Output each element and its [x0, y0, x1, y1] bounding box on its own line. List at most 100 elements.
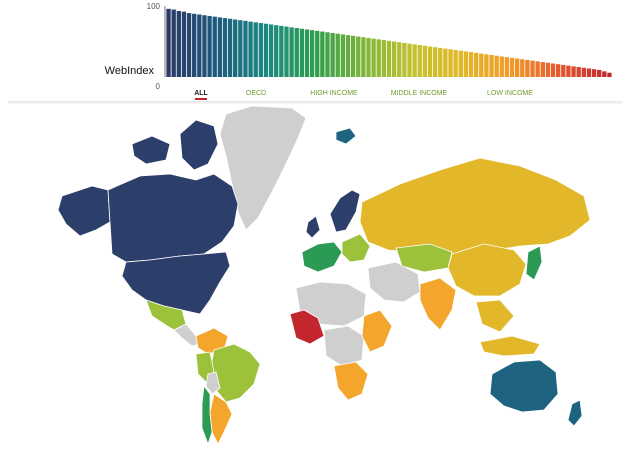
region-canada-islands[interactable]	[179, 119, 219, 171]
bar-19[interactable]	[258, 23, 264, 77]
region-western-europe[interactable]	[301, 241, 343, 273]
region-japan[interactable]	[525, 245, 543, 281]
region-alaska[interactable]	[57, 185, 111, 237]
bar-81[interactable]	[576, 67, 581, 77]
bar-18[interactable]	[253, 22, 258, 77]
bar-69[interactable]	[515, 58, 520, 77]
bar-47[interactable]	[402, 42, 407, 77]
bar-6[interactable]	[192, 13, 197, 77]
bar-9[interactable]	[207, 15, 212, 78]
bar-38[interactable]	[356, 36, 361, 77]
bar-87[interactable]	[607, 72, 612, 77]
region-russia[interactable]	[359, 157, 591, 255]
bar-33[interactable]	[330, 32, 335, 77]
bar-49[interactable]	[412, 44, 417, 77]
region-middle-east[interactable]	[367, 261, 421, 303]
bar-55[interactable]	[443, 48, 448, 77]
bar-27[interactable]	[299, 28, 305, 77]
region-china[interactable]	[447, 243, 527, 297]
filter-tab-middle-income[interactable]: MIDDLE INCOME	[391, 90, 448, 97]
region-iceland[interactable]	[335, 127, 357, 145]
bar-17[interactable]	[248, 21, 253, 77]
region-bolivia[interactable]	[205, 371, 221, 395]
bar-63[interactable]	[484, 54, 489, 77]
bar-59[interactable]	[463, 51, 469, 77]
bar-51[interactable]	[422, 45, 428, 77]
bar-13[interactable]	[227, 18, 233, 78]
bar-37[interactable]	[350, 35, 356, 77]
bar-83[interactable]	[586, 68, 592, 77]
bar-85[interactable]	[597, 69, 602, 77]
bar-4[interactable]	[181, 11, 187, 77]
bar-8[interactable]	[202, 15, 207, 77]
bar-66[interactable]	[499, 56, 504, 77]
bar-70[interactable]	[520, 59, 525, 77]
bar-22[interactable]	[274, 25, 279, 78]
bar-14[interactable]	[233, 19, 238, 78]
filter-tab-high-income[interactable]: HIGH INCOME	[310, 90, 358, 97]
bar-5[interactable]	[186, 13, 192, 78]
bar-1[interactable]	[166, 8, 171, 78]
bar-53[interactable]	[432, 47, 438, 77]
bar-64[interactable]	[489, 54, 494, 77]
bar-26[interactable]	[294, 28, 299, 77]
bar-71[interactable]	[525, 59, 530, 77]
bar-65[interactable]	[494, 55, 499, 77]
bar-25[interactable]	[289, 27, 294, 77]
filter-tab-oecd[interactable]: OECD	[246, 90, 266, 97]
bar-21[interactable]	[268, 24, 274, 77]
filter-tab-low-income[interactable]: LOW INCOME	[487, 90, 533, 97]
region-scandinavia[interactable]	[329, 189, 361, 233]
region-brazil[interactable]	[209, 343, 261, 403]
bar-30[interactable]	[315, 30, 320, 78]
bar-74[interactable]	[540, 62, 545, 77]
bar-60[interactable]	[468, 52, 474, 77]
bar-11[interactable]	[217, 17, 222, 77]
bar-76[interactable]	[550, 63, 556, 77]
bar-7[interactable]	[197, 14, 202, 77]
bar-28[interactable]	[304, 29, 310, 77]
bar-75[interactable]	[545, 62, 551, 77]
region-southern-africa[interactable]	[333, 361, 369, 401]
region-west-africa[interactable]	[289, 309, 325, 345]
bar-12[interactable]	[222, 18, 228, 77]
bar-44[interactable]	[386, 40, 392, 77]
region-central-africa[interactable]	[323, 325, 365, 367]
region-canada[interactable]	[107, 173, 239, 263]
bar-29[interactable]	[309, 30, 315, 77]
bar-35[interactable]	[340, 34, 346, 77]
bar-80[interactable]	[571, 66, 576, 77]
bar-42[interactable]	[376, 39, 381, 77]
bar-39[interactable]	[361, 37, 366, 77]
bar-43[interactable]	[381, 40, 387, 77]
bar-16[interactable]	[243, 20, 248, 77]
bar-82[interactable]	[581, 67, 586, 77]
bar-10[interactable]	[212, 16, 217, 77]
bar-84[interactable]	[591, 69, 597, 77]
region-eastern-europe[interactable]	[341, 233, 371, 263]
region-southeast-asia[interactable]	[475, 299, 515, 333]
bar-73[interactable]	[535, 61, 540, 77]
bar-72[interactable]	[530, 60, 535, 77]
bar-36[interactable]	[345, 35, 351, 77]
bar-2[interactable]	[171, 9, 176, 77]
bar-32[interactable]	[325, 32, 330, 77]
bar-3[interactable]	[176, 10, 181, 77]
bar-41[interactable]	[371, 38, 376, 77]
bar-56[interactable]	[448, 49, 453, 77]
bar-50[interactable]	[417, 45, 422, 77]
bar-57[interactable]	[453, 50, 458, 77]
filter-tab-all[interactable]: ALL	[194, 90, 208, 97]
bar-45[interactable]	[391, 41, 397, 78]
bar-40[interactable]	[366, 37, 371, 77]
bar-15[interactable]	[238, 20, 243, 77]
bar-52[interactable]	[427, 46, 433, 77]
region-australia[interactable]	[489, 359, 559, 413]
bar-23[interactable]	[279, 25, 284, 78]
bar-34[interactable]	[335, 33, 340, 77]
bar-46[interactable]	[397, 42, 402, 77]
bar-68[interactable]	[509, 57, 515, 77]
bar-77[interactable]	[556, 64, 561, 77]
bar-67[interactable]	[504, 57, 510, 77]
region-india[interactable]	[419, 277, 457, 331]
